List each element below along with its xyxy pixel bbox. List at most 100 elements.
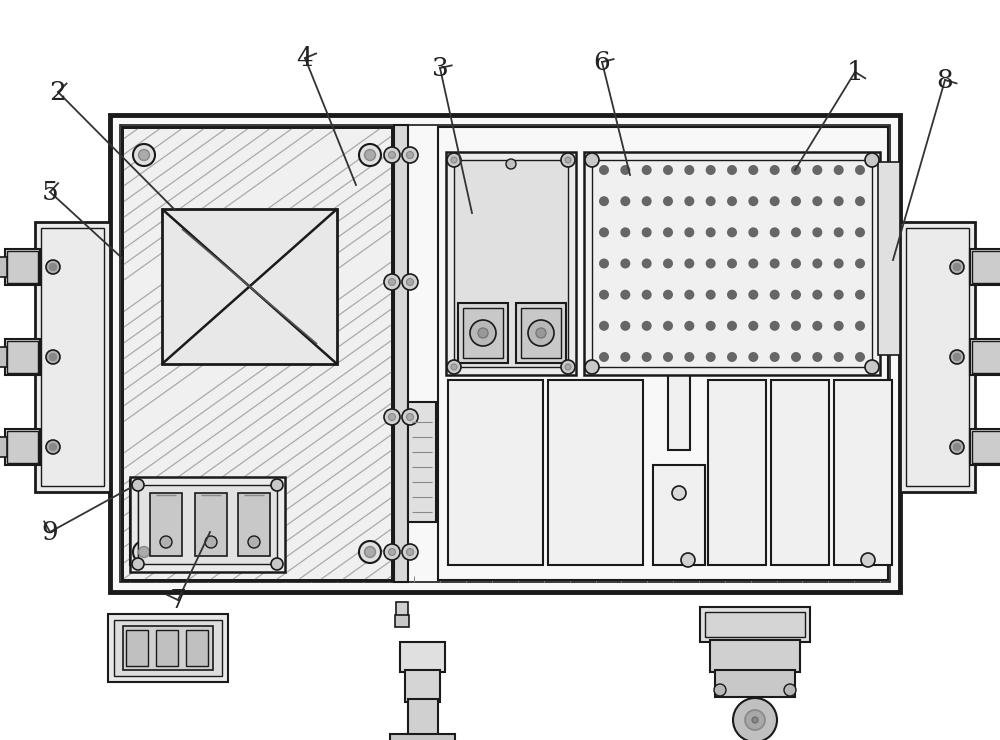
Bar	[7, 431, 38, 463]
Text: 9: 9	[42, 519, 58, 545]
Text: 1: 1	[847, 59, 863, 84]
Circle shape	[138, 149, 150, 161]
Circle shape	[447, 153, 461, 167]
Bar	[548, 380, 643, 565]
Circle shape	[506, 159, 516, 169]
Circle shape	[599, 258, 609, 269]
Bar	[970, 249, 1000, 285]
Text: 3: 3	[432, 56, 448, 81]
Circle shape	[954, 443, 960, 451]
Circle shape	[954, 263, 960, 271]
Circle shape	[599, 227, 609, 238]
Text: 6: 6	[594, 50, 610, 75]
Circle shape	[784, 684, 796, 696]
Circle shape	[706, 165, 716, 175]
Circle shape	[359, 144, 381, 166]
Circle shape	[727, 227, 737, 238]
Circle shape	[706, 352, 716, 362]
Circle shape	[406, 548, 414, 556]
Bar	[195, 493, 227, 556]
Bar	[458, 303, 508, 363]
Bar	[592, 160, 872, 367]
Bar	[521, 308, 561, 358]
Circle shape	[834, 289, 844, 300]
Circle shape	[133, 541, 155, 563]
Circle shape	[388, 548, 396, 556]
Bar	[900, 222, 975, 492]
Circle shape	[451, 364, 457, 370]
Circle shape	[402, 147, 418, 163]
Circle shape	[406, 278, 414, 286]
Circle shape	[248, 536, 260, 548]
Circle shape	[727, 165, 737, 175]
Bar	[463, 308, 503, 358]
Text: 4: 4	[297, 45, 313, 70]
Bar	[878, 162, 900, 355]
Circle shape	[770, 165, 780, 175]
Circle shape	[388, 152, 396, 158]
Circle shape	[791, 258, 801, 269]
Bar	[126, 630, 148, 666]
Circle shape	[834, 321, 844, 331]
Circle shape	[950, 260, 964, 274]
Circle shape	[748, 352, 758, 362]
Circle shape	[160, 536, 172, 548]
Circle shape	[834, 227, 844, 238]
Circle shape	[770, 321, 780, 331]
Bar	[446, 152, 576, 375]
Circle shape	[50, 354, 56, 360]
Bar	[156, 630, 178, 666]
Circle shape	[384, 544, 400, 560]
Bar	[972, 431, 1000, 463]
Circle shape	[620, 227, 630, 238]
Circle shape	[733, 698, 777, 740]
Circle shape	[770, 196, 780, 206]
Circle shape	[642, 258, 652, 269]
Circle shape	[865, 153, 879, 167]
Circle shape	[855, 196, 865, 206]
Bar	[715, 670, 795, 697]
Circle shape	[748, 289, 758, 300]
Circle shape	[684, 289, 694, 300]
Circle shape	[865, 360, 879, 374]
Circle shape	[359, 541, 381, 563]
Circle shape	[706, 196, 716, 206]
Bar	[122, 127, 392, 580]
Circle shape	[364, 547, 376, 557]
Text: 8: 8	[937, 67, 953, 92]
Circle shape	[834, 258, 844, 269]
Circle shape	[770, 258, 780, 269]
Circle shape	[620, 321, 630, 331]
Circle shape	[855, 321, 865, 331]
Circle shape	[50, 263, 56, 271]
Circle shape	[388, 414, 396, 420]
Circle shape	[748, 165, 758, 175]
Bar	[408, 402, 436, 522]
Circle shape	[388, 278, 396, 286]
Bar	[906, 228, 969, 486]
Circle shape	[585, 360, 599, 374]
Circle shape	[791, 196, 801, 206]
Bar	[970, 339, 1000, 375]
Circle shape	[812, 227, 822, 238]
Circle shape	[561, 360, 575, 374]
Circle shape	[748, 196, 758, 206]
Circle shape	[791, 289, 801, 300]
Circle shape	[642, 196, 652, 206]
Circle shape	[834, 352, 844, 362]
Bar	[454, 160, 568, 367]
Bar	[448, 380, 543, 565]
Circle shape	[950, 350, 964, 364]
Bar	[122, 127, 392, 580]
Bar	[771, 380, 829, 565]
Circle shape	[855, 289, 865, 300]
Circle shape	[855, 165, 865, 175]
Circle shape	[706, 321, 716, 331]
Bar	[238, 493, 270, 556]
Circle shape	[402, 274, 418, 290]
Circle shape	[599, 321, 609, 331]
Bar	[708, 380, 766, 565]
Bar	[186, 630, 208, 666]
Circle shape	[620, 196, 630, 206]
Circle shape	[812, 352, 822, 362]
